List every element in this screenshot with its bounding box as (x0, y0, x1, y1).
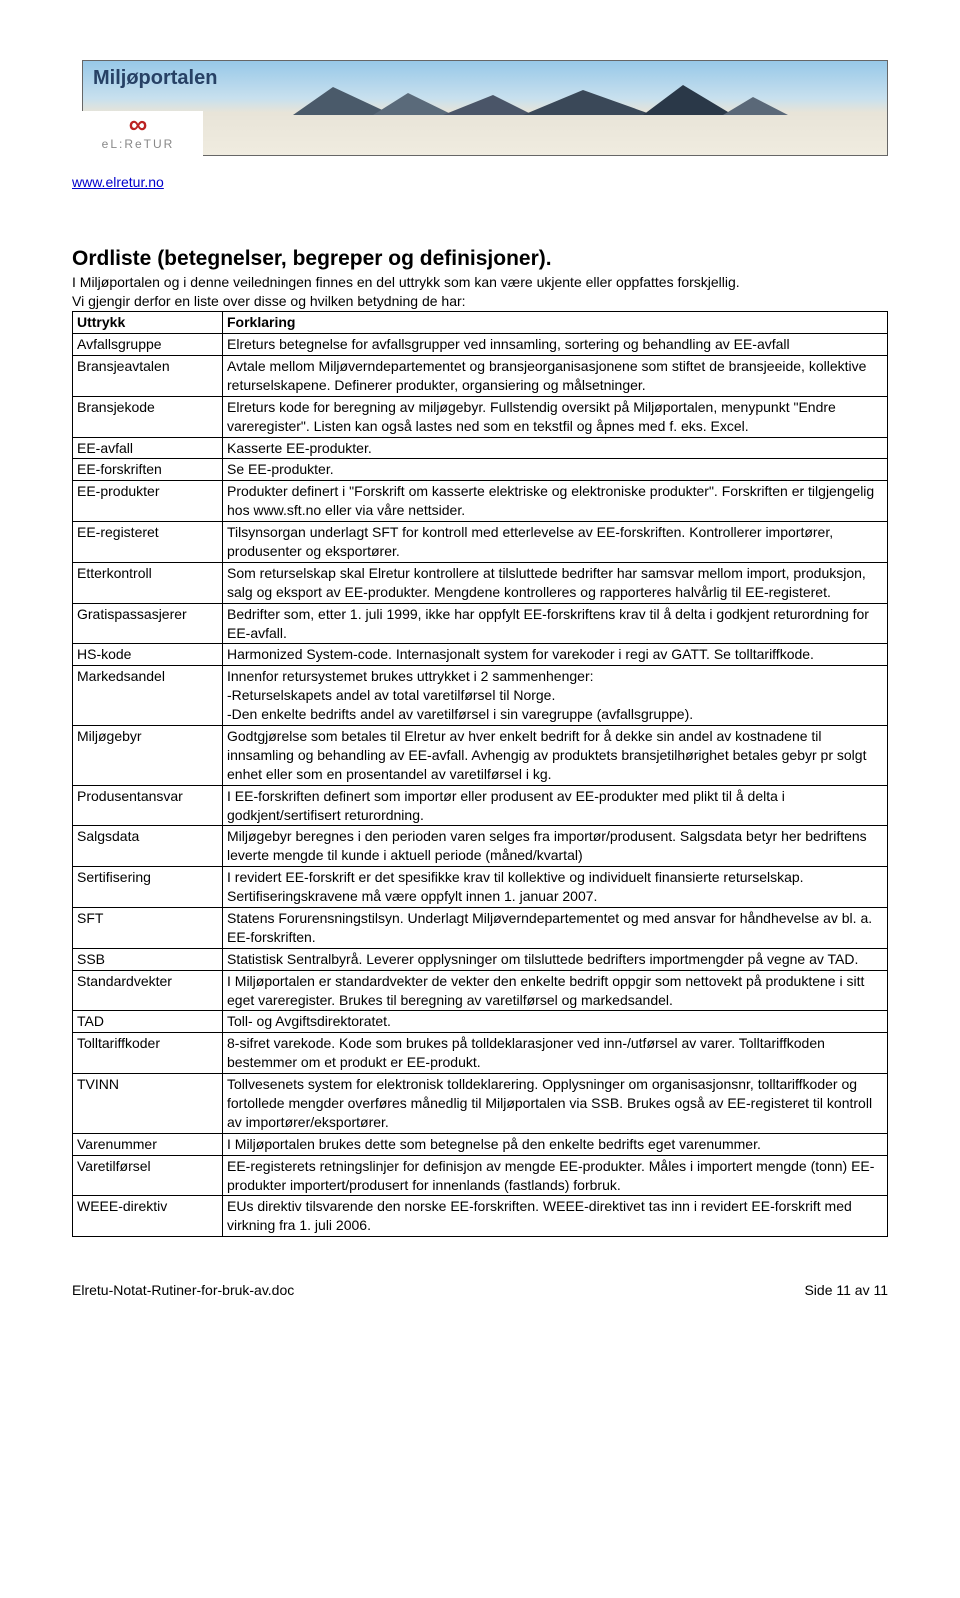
term-cell: Tolltariffkoder (73, 1033, 223, 1074)
table-row: Tolltariffkoder8-sifret varekode. Kode s… (73, 1033, 888, 1074)
definition-cell: Produkter definert i "Forskrift om kasse… (223, 481, 888, 522)
diagram-text: Vi gjengir derfor en liste over disse og… (72, 293, 888, 309)
term-cell: Varetilførsel (73, 1155, 223, 1196)
table-row: EE-avfallKasserte EE-produkter. (73, 437, 888, 459)
table-row: MiljøgebyrGodtgjørelse som betales til E… (73, 726, 888, 786)
footer-page-number: Side 11 av 11 (804, 1282, 888, 1298)
term-cell: Miljøgebyr (73, 726, 223, 786)
table-row: TVINNTollvesenets system for elektronisk… (73, 1074, 888, 1134)
term-cell: WEEE-direktiv (73, 1196, 223, 1237)
website-link[interactable]: www.elretur.no (72, 174, 164, 190)
table-row: AvfallsgruppeElreturs betegnelse for avf… (73, 334, 888, 356)
definition-cell: I revidert EE-forskrift er det spesifikk… (223, 867, 888, 908)
table-row: SSBStatistisk Sentralbyrå. Leverer opply… (73, 948, 888, 970)
intro-text: I Miljøportalen og i denne veiledningen … (72, 273, 888, 291)
term-cell: Avfallsgruppe (73, 334, 223, 356)
term-cell: Sertifisering (73, 867, 223, 908)
table-row: EtterkontrollSom returselskap skal Elret… (73, 562, 888, 603)
table-row: HS-kodeHarmonized System-code. Internasj… (73, 644, 888, 666)
page-title: Ordliste (betegnelser, begreper og defin… (72, 247, 888, 271)
definition-cell: EE-registerets retningslinjer for defini… (223, 1155, 888, 1196)
term-cell: Standardvekter (73, 970, 223, 1011)
table-row: SFTStatens Forurensningstilsyn. Underlag… (73, 908, 888, 949)
definition-cell: Elreturs betegnelse for avfallsgrupper v… (223, 334, 888, 356)
term-cell: Bransjeavtalen (73, 355, 223, 396)
table-row: GratispassasjererBedrifter som, etter 1.… (73, 603, 888, 644)
table-row: ProdusentansvarI EE-forskriften definert… (73, 785, 888, 826)
definition-cell: Avtale mellom Miljøverndepartementet og … (223, 355, 888, 396)
term-cell: EE-registeret (73, 522, 223, 563)
term-cell: SSB (73, 948, 223, 970)
logo-infinity-icon: ∞ (73, 111, 203, 137)
table-row: EE-forskriftenSe EE-produkter. (73, 459, 888, 481)
table-row: SalgsdataMiljøgebyr beregnes i den perio… (73, 826, 888, 867)
definition-cell: Tilsynsorgan underlagt SFT for kontroll … (223, 522, 888, 563)
table-row: EE-produkterProdukter definert i "Forskr… (73, 481, 888, 522)
table-row: VarenummerI Miljøportalen brukes dette s… (73, 1133, 888, 1155)
definition-cell: EUs direktiv tilsvarende den norske EE-f… (223, 1196, 888, 1237)
definition-cell: I Miljøportalen er standardvekter de vek… (223, 970, 888, 1011)
definition-cell: Kasserte EE-produkter. (223, 437, 888, 459)
term-cell: TVINN (73, 1074, 223, 1134)
definition-cell: Innenfor retursystemet brukes uttrykket … (223, 666, 888, 726)
table-row: SertifiseringI revidert EE-forskrift er … (73, 867, 888, 908)
table-row: EE-registeretTilsynsorgan underlagt SFT … (73, 522, 888, 563)
table-row: StandardvekterI Miljøportalen er standar… (73, 970, 888, 1011)
glossary-table: Uttrykk Forklaring AvfallsgruppeElreturs… (72, 311, 888, 1237)
page-footer: Elretu-Notat-Rutiner-for-bruk-av.doc Sid… (72, 1282, 888, 1298)
definition-cell: Statistisk Sentralbyrå. Leverer opplysni… (223, 948, 888, 970)
table-header-term: Uttrykk (73, 312, 223, 334)
table-row: MarkedsandelInnenfor retursystemet bruke… (73, 666, 888, 726)
term-cell: HS-kode (73, 644, 223, 666)
term-cell: Markedsandel (73, 666, 223, 726)
table-header-definition: Forklaring (223, 312, 888, 334)
term-cell: EE-avfall (73, 437, 223, 459)
term-cell: SFT (73, 908, 223, 949)
definition-cell: Se EE-produkter. (223, 459, 888, 481)
definition-cell: Harmonized System-code. Internasjonalt s… (223, 644, 888, 666)
footer-filename: Elretu-Notat-Rutiner-for-bruk-av.doc (72, 1282, 294, 1298)
term-cell: Etterkontroll (73, 562, 223, 603)
logo: ∞ eL:ReTUR (73, 111, 203, 166)
table-row: BransjeavtalenAvtale mellom Miljøverndep… (73, 355, 888, 396)
term-cell: Bransjekode (73, 396, 223, 437)
term-cell: EE-forskriften (73, 459, 223, 481)
term-cell: EE-produkter (73, 481, 223, 522)
term-cell: Varenummer (73, 1133, 223, 1155)
table-row: TADToll- og Avgiftsdirektoratet. (73, 1011, 888, 1033)
definition-cell: Tollvesenets system for elektronisk toll… (223, 1074, 888, 1134)
definition-cell: Miljøgebyr beregnes i den perioden varen… (223, 826, 888, 867)
definition-cell: Godtgjørelse som betales til Elretur av … (223, 726, 888, 786)
term-cell: TAD (73, 1011, 223, 1033)
term-cell: Gratispassasjerer (73, 603, 223, 644)
table-row: VaretilførselEE-registerets retningslinj… (73, 1155, 888, 1196)
definition-cell: 8-sifret varekode. Kode som brukes på to… (223, 1033, 888, 1074)
mountain-graphic (83, 85, 887, 115)
table-row: WEEE-direktivEUs direktiv tilsvarende de… (73, 1196, 888, 1237)
definition-cell: Toll- og Avgiftsdirektoratet. (223, 1011, 888, 1033)
definition-cell: Statens Forurensningstilsyn. Underlagt M… (223, 908, 888, 949)
term-cell: Produsentansvar (73, 785, 223, 826)
logo-text: eL:ReTUR (73, 137, 203, 151)
definition-cell: Bedrifter som, etter 1. juli 1999, ikke … (223, 603, 888, 644)
definition-cell: I Miljøportalen brukes dette som betegne… (223, 1133, 888, 1155)
header-banner: Miljøportalen ∞ eL:ReTUR (82, 60, 888, 156)
table-row: BransjekodeElreturs kode for beregning a… (73, 396, 888, 437)
definition-cell: I EE-forskriften definert som importør e… (223, 785, 888, 826)
definition-cell: Elreturs kode for beregning av miljøgeby… (223, 396, 888, 437)
definition-cell: Som returselskap skal Elretur kontroller… (223, 562, 888, 603)
term-cell: Salgsdata (73, 826, 223, 867)
